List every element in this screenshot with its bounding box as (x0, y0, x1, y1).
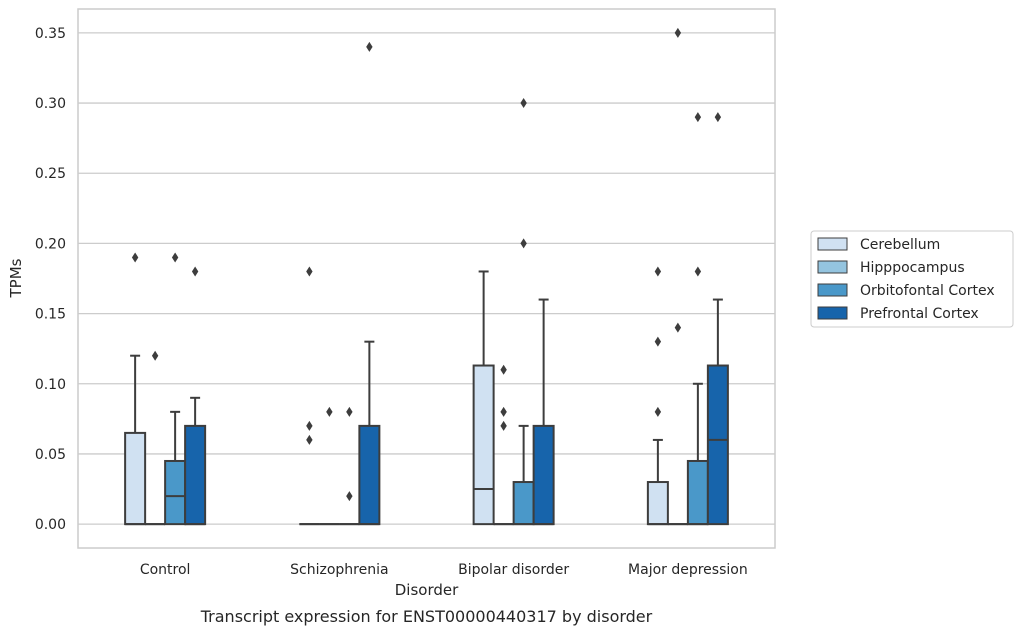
boxes-layer (124, 27, 729, 526)
outlier-point (674, 322, 682, 333)
box-body (706, 364, 729, 526)
x-tick-labels: Control Schizophrenia Bipolar disorder Majo… (140, 562, 748, 578)
legend-label: Prefrontal Cortex (860, 306, 979, 322)
plot-frame (77, 8, 776, 549)
outlier-point (306, 266, 313, 277)
x-tick-label: Schizophrenia (290, 562, 388, 578)
box-body (124, 431, 147, 526)
box-3-2 (532, 298, 555, 526)
outlier-point (151, 350, 159, 361)
box-2-0 (164, 252, 187, 526)
box-body (646, 481, 669, 526)
box-0-1 (299, 266, 320, 526)
outlier-point (306, 434, 313, 445)
box-body (472, 364, 495, 526)
box-body (164, 459, 187, 526)
y-tick-label: 0.10 (35, 377, 66, 393)
legend-label: Cerebellum (860, 237, 940, 253)
legend-label: Orbitofontal Cortex (860, 283, 995, 299)
outlier-point (654, 336, 662, 347)
legend-swatch (817, 283, 848, 297)
outlier-point (306, 420, 313, 431)
box-1-2 (493, 364, 514, 526)
box-body (512, 481, 535, 526)
box-body (358, 424, 381, 526)
y-axis-label: TPMs (7, 258, 25, 298)
box-2-1 (339, 406, 360, 526)
box-3-3 (706, 112, 729, 526)
outlier-point (500, 364, 507, 375)
outlier-point (346, 491, 353, 502)
y-tick-label: 0.05 (35, 447, 66, 463)
legend-swatch (817, 306, 848, 320)
y-tick-label: 0.30 (35, 96, 66, 112)
box-0-2 (472, 270, 495, 526)
legend-swatch (817, 260, 848, 274)
box-1-0 (145, 350, 166, 526)
outlier-point (674, 27, 682, 38)
box-3-1 (358, 41, 381, 526)
outlier-point (326, 406, 333, 417)
y-tick-label: 0.15 (35, 307, 66, 323)
legend-swatch (817, 237, 848, 251)
x-tick-label: Major depression (628, 562, 748, 578)
y-tick-labels: 0.00 0.05 0.10 0.15 0.20 0.25 0.30 0.35 (35, 26, 66, 533)
y-tick-label: 0.20 (35, 236, 66, 252)
y-tick-label: 0.35 (35, 26, 66, 42)
box-2-3 (686, 112, 709, 526)
x-tick-label: Bipolar disorder (458, 562, 569, 578)
outlier-point (366, 41, 373, 52)
box-body (184, 424, 207, 526)
box-1-1 (319, 406, 340, 526)
outlier-point (694, 266, 702, 277)
outlier-point (520, 238, 527, 249)
outlier-point (714, 112, 722, 123)
outlier-point (654, 406, 662, 417)
box-0-3 (646, 266, 669, 526)
legend-label: Hipppocampus (860, 260, 965, 276)
box-body (686, 459, 709, 526)
y-tick-label: 0.00 (35, 517, 66, 533)
box-3-0 (184, 266, 207, 526)
chart-caption: Transcript expression for ENST0000044031… (200, 607, 653, 626)
legend-frame (810, 230, 1014, 328)
outlier-point (191, 266, 199, 277)
legend: Cerebellum Hipppocampus Orbitofontal Corte… (810, 230, 1014, 328)
outlier-point (694, 112, 702, 123)
box-body (532, 424, 555, 526)
outlier-point (500, 420, 507, 431)
outlier-point (346, 406, 353, 417)
x-axis-label: Disorder (395, 581, 459, 599)
outlier-point (131, 252, 139, 263)
x-tick-label: Control (140, 562, 191, 578)
box-0-0 (124, 252, 147, 526)
box-1-3 (667, 27, 688, 526)
outlier-point (500, 406, 507, 417)
y-tick-label: 0.25 (35, 166, 66, 182)
outlier-point (654, 266, 662, 277)
outlier-point (171, 252, 179, 263)
outlier-point (520, 98, 527, 109)
